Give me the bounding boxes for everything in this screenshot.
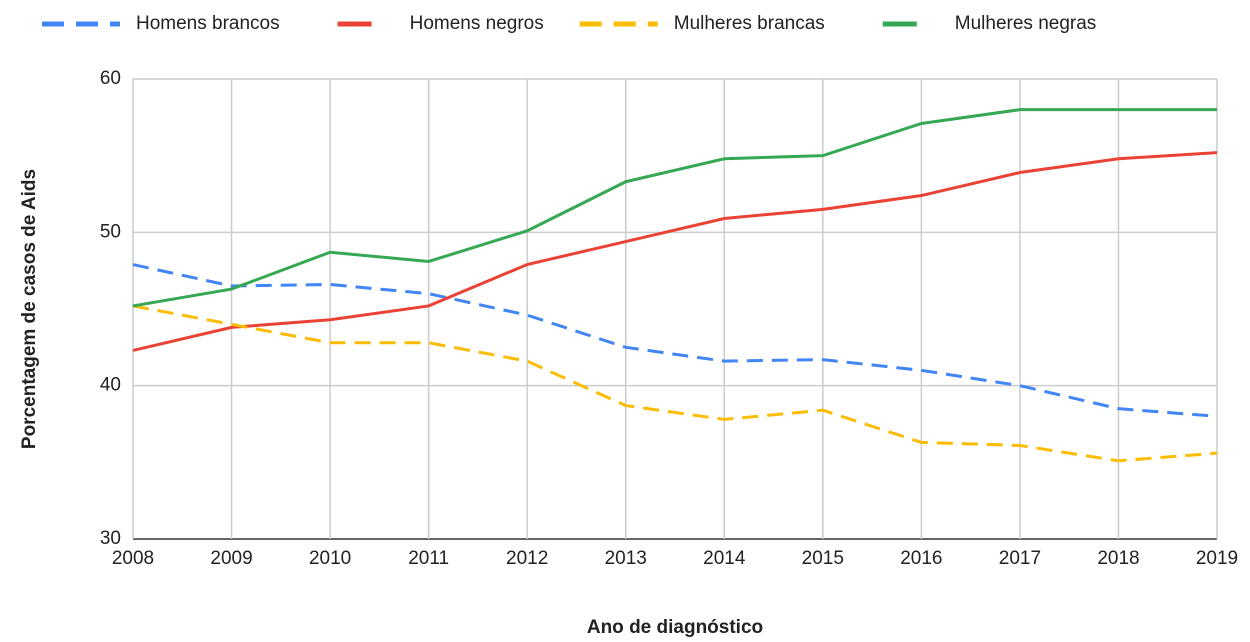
series-line bbox=[132, 108, 1217, 308]
x-tick-label: 2017 bbox=[999, 548, 1041, 569]
series-line bbox=[132, 151, 1218, 352]
x-tick-label: 2009 bbox=[210, 548, 252, 569]
legend-label: Mulheres brancas bbox=[674, 13, 825, 34]
y-axis-title: Porcentagem de casos de Aids bbox=[19, 169, 40, 449]
x-tick-label: 2014 bbox=[703, 548, 746, 569]
series-line bbox=[132, 263, 1218, 418]
y-tick-label: 40 bbox=[100, 375, 121, 396]
x-tick-label: 2008 bbox=[112, 548, 154, 569]
legend-label: Homens negros bbox=[410, 13, 544, 34]
legend-label: Mulheres negras bbox=[955, 13, 1097, 34]
x-tick-label: 2019 bbox=[1196, 548, 1238, 569]
y-tick-label: 60 bbox=[100, 68, 121, 89]
x-tick-label: 2015 bbox=[802, 548, 844, 569]
x-tick-label: 2010 bbox=[309, 548, 351, 569]
y-tick-label: 30 bbox=[100, 528, 121, 549]
x-tick-label: 2011 bbox=[408, 548, 449, 569]
x-axis-title: Ano de diagnóstico bbox=[587, 617, 763, 638]
x-tick-label: 2012 bbox=[506, 548, 548, 569]
x-tick-label: 2018 bbox=[1097, 548, 1139, 569]
x-tick-label: 2013 bbox=[605, 548, 647, 569]
legend-label: Homens brancos bbox=[136, 13, 280, 34]
x-tick-label: 2016 bbox=[900, 548, 942, 569]
series-line bbox=[132, 304, 1218, 463]
y-tick-label: 50 bbox=[100, 221, 121, 242]
